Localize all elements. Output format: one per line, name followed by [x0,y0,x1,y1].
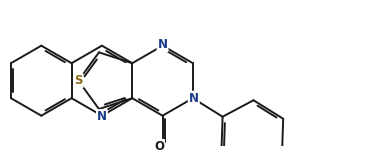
Text: N: N [97,110,107,123]
Text: N: N [157,38,168,51]
Text: O: O [154,140,164,152]
Text: S: S [74,74,83,87]
Text: N: N [189,92,199,105]
